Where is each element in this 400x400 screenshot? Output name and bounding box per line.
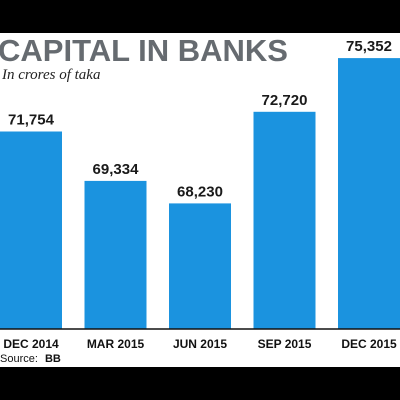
data-label: 75,352	[346, 38, 392, 55]
data-label: 72,720	[262, 92, 308, 109]
value-labels-group: 71,754 69,334 68,230 72,720 75,352	[8, 38, 392, 200]
source-note: Source: BB	[0, 353, 61, 365]
data-label: 71,754	[8, 112, 55, 129]
bar-sep-2015	[253, 111, 316, 329]
chart-title: CAPITAL IN BANKS	[0, 33, 288, 68]
category-tick-label: JUN 2015	[173, 337, 227, 351]
bar-jun-2015	[169, 203, 231, 329]
chart-subtitle: In crores of taka	[1, 67, 100, 83]
category-labels-group: DEC 2014 MAR 2015 JUN 2015 SEP 2015 DEC 2015	[3, 337, 397, 351]
bars-group	[0, 58, 400, 329]
top-black-band	[0, 0, 400, 33]
bottom-black-band	[0, 367, 400, 400]
category-tick-label: MAR 2015	[87, 337, 145, 351]
category-tick-label: DEC 2014	[3, 337, 59, 351]
data-label: 68,230	[177, 183, 223, 200]
source-value: BB	[45, 353, 61, 365]
category-tick-label: SEP 2015	[258, 337, 312, 351]
bar-mar-2015	[84, 180, 147, 329]
data-label: 69,334	[93, 161, 140, 178]
bar-dec-2015	[338, 58, 400, 329]
category-tick-label: DEC 2015	[341, 337, 397, 351]
source-label: Source:	[0, 353, 38, 365]
bar-dec-2014	[0, 131, 62, 329]
